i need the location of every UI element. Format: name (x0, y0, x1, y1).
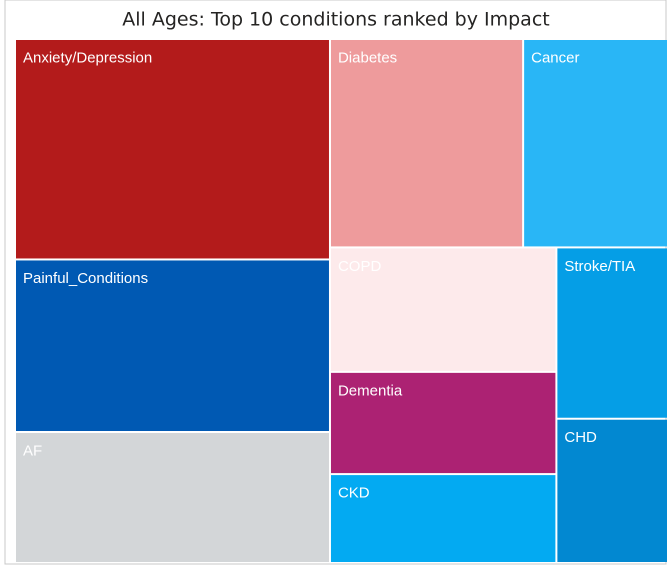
tile-label: CKD (338, 485, 370, 502)
tile (524, 40, 667, 247)
tile-label: Stroke/TIA (564, 258, 635, 275)
tile (330, 372, 556, 474)
tile (16, 433, 329, 562)
tile (330, 40, 523, 247)
tile-label: COPD (338, 258, 382, 275)
tile (330, 475, 556, 562)
tile-label: Painful_Conditions (23, 270, 148, 287)
tile-label: AF (23, 442, 42, 459)
tile (557, 248, 667, 418)
chart-title: All Ages: Top 10 conditions ranked by Im… (122, 9, 549, 31)
tile (16, 260, 329, 431)
tile-label: Anxiety/Depression (23, 49, 152, 66)
tile (330, 248, 556, 371)
tile-label: CHD (564, 429, 597, 446)
tile-label: Dementia (338, 382, 403, 399)
tile (16, 40, 329, 259)
tile-label: Cancer (531, 49, 579, 66)
tile-label: Diabetes (338, 49, 397, 66)
tile (557, 419, 667, 562)
